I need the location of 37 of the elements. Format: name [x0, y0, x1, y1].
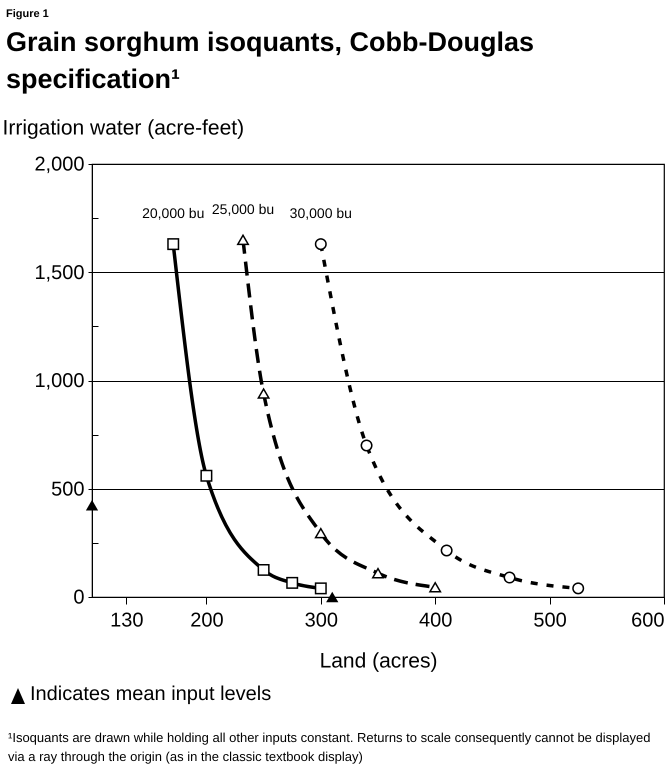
- series-label: 30,000 bu: [290, 205, 352, 222]
- x-axis-title: Land (acres): [320, 650, 438, 672]
- point: [314, 238, 327, 250]
- y-tick-label: 1,500: [34, 262, 84, 284]
- y-tick-label: 500: [51, 478, 84, 500]
- x-tick-label: 500: [533, 610, 567, 632]
- x-tick-label: 600: [631, 610, 664, 632]
- point: [86, 500, 98, 511]
- x-tick-label: 300: [304, 610, 338, 632]
- point: [314, 582, 327, 594]
- point: [258, 564, 270, 576]
- y-axis-title: Irrigation water (acre-feet): [2, 116, 244, 140]
- point: [200, 470, 212, 482]
- point: [258, 388, 270, 399]
- x-tick-label: 200: [190, 610, 224, 632]
- point: [314, 528, 327, 538]
- x-tick-label: 130: [110, 610, 144, 632]
- series-label: 25,000 bu: [212, 200, 274, 217]
- text: Indicates mean input levels: [30, 683, 272, 706]
- point: [360, 439, 373, 452]
- point: [326, 592, 338, 602]
- point: [167, 238, 180, 250]
- chart-title: Grain sorghum isoquants, Cobb-Douglas specification¹: [6, 26, 536, 96]
- point: [440, 544, 453, 556]
- text: ¹Isoquants are drawn while holding all other inputs constant. Returns to scale consequently cannot be displayed via a ray through the origin (as in the classic textbook display): [8, 729, 652, 766]
- point: [572, 582, 584, 594]
- point: [372, 568, 384, 578]
- series-label: 20,000 bu: [142, 205, 204, 222]
- y-tick-label: 0: [73, 586, 84, 608]
- point: [237, 234, 249, 246]
- point: [286, 576, 298, 589]
- point: [504, 572, 516, 584]
- chart-subtitle: Figure 1: [6, 8, 49, 20]
- y-tick-label: 2,000: [34, 154, 84, 176]
- point: [429, 582, 442, 593]
- y-tick-label: 1,000: [34, 370, 84, 392]
- x-tick-label: 400: [419, 610, 452, 632]
